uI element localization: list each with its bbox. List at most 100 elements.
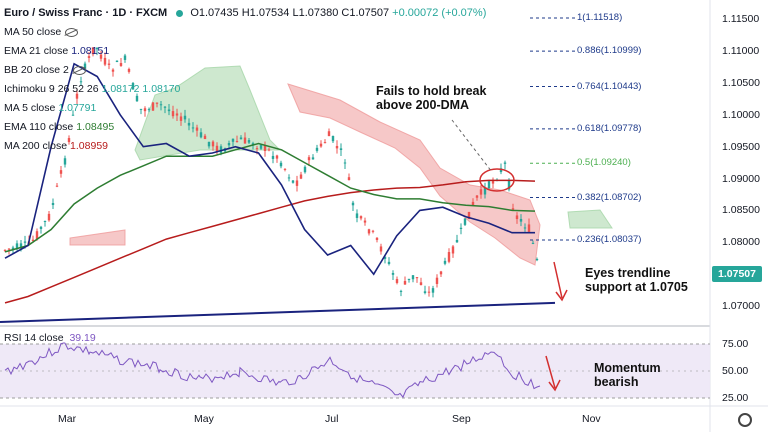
candle-body — [231, 138, 235, 142]
candle-body — [363, 220, 367, 223]
legend-row[interactable]: MA 50 close — [4, 23, 486, 42]
legend-row[interactable]: MA 5 close 1.07791 — [4, 99, 486, 118]
legend: Euro / Swiss Franc · 1D · FXCM O1.07435 … — [4, 4, 486, 156]
candle-body — [387, 261, 391, 264]
candle-body — [347, 177, 351, 181]
candle-body — [415, 277, 419, 279]
candle-body — [319, 143, 323, 147]
price-tick-label: 1.10000 — [722, 108, 760, 121]
rsi-tick-label: 25.00 — [722, 392, 749, 404]
legend-row[interactable]: Ichimoku 9 26 52 26 1.08172 1.08170 — [4, 80, 486, 99]
time-tick-label: Mar — [58, 413, 77, 425]
fib-level-label: 0.618(1.09778) — [577, 122, 642, 134]
candle-body — [535, 259, 539, 261]
hidden-eye-icon[interactable] — [72, 65, 86, 75]
candle-body — [115, 60, 119, 63]
candle-body — [475, 195, 479, 198]
settings-gear-icon[interactable] — [738, 413, 752, 427]
candle-body — [259, 144, 263, 149]
fib-level-label: 0.5(1.09240) — [577, 157, 631, 169]
candle-body — [155, 102, 159, 104]
candle-body — [343, 162, 347, 164]
ohlc-values: O1.07435 H1.07534 L1.07380 C1.07507 — [190, 7, 390, 19]
legend-row[interactable]: MA 200 close 1.08959 — [4, 137, 486, 156]
candle-body — [95, 47, 99, 50]
hidden-eye-icon[interactable] — [65, 27, 79, 37]
annotation-line: support at 1.0705 — [585, 280, 688, 294]
candle-body — [203, 135, 207, 140]
candle-body — [123, 55, 127, 60]
rsi-line — [4, 342, 541, 399]
candle-body — [39, 226, 43, 229]
candle-body — [199, 132, 203, 138]
candle-body — [443, 260, 447, 264]
candle-body — [255, 148, 259, 150]
indicator-label: MA 200 close — [4, 140, 68, 152]
candle-body — [383, 256, 387, 259]
candle-body — [503, 162, 507, 164]
candle-body — [283, 168, 287, 170]
legend-row[interactable]: EMA 110 close 1.08495 — [4, 118, 486, 137]
candle-body — [19, 243, 23, 249]
candle-body — [447, 252, 451, 262]
candle-body — [111, 69, 115, 72]
candle-body — [211, 141, 215, 147]
candle-body — [355, 213, 359, 218]
price-tick-label: 1.09000 — [722, 172, 760, 185]
ichimoku-cloud-red — [69, 229, 126, 246]
symbol-title[interactable]: Euro / Swiss Franc · 1D · FXCM — [4, 7, 168, 19]
candle-body — [459, 227, 463, 230]
rsi-down-arrow — [545, 355, 556, 389]
rsi-tick-label: 50.00 — [722, 365, 749, 377]
candle-body — [279, 162, 283, 167]
annotation-line: Momentum — [594, 361, 661, 375]
candle-body — [207, 141, 211, 147]
candle-body — [427, 291, 431, 293]
time-tick-label: Jul — [325, 413, 339, 425]
candle-body — [335, 145, 339, 149]
candle-body — [187, 122, 191, 126]
rsi-down-arrow-head — [548, 379, 561, 392]
candle-body — [71, 114, 75, 116]
fib-level-label: 0.236(1.08037) — [577, 233, 642, 245]
candle-body — [511, 208, 515, 210]
candle-body — [431, 288, 435, 293]
price-tick-label: 1.07000 — [722, 300, 760, 313]
candle-body — [139, 108, 143, 110]
annotation-line: Fails to hold break — [376, 84, 487, 98]
candle-body — [407, 278, 411, 280]
candle-body — [395, 279, 399, 283]
candle-body — [267, 149, 271, 151]
candle-body — [527, 224, 531, 232]
candle-body — [287, 177, 291, 179]
indicator-label: Ichimoku 9 26 52 26 — [4, 83, 99, 95]
candle-body — [531, 242, 535, 244]
candle-body — [159, 104, 163, 106]
rsi-tick-label: 75.00 — [722, 338, 749, 350]
candle-body — [375, 237, 379, 240]
indicator-value: 1.08172 1.08170 — [101, 83, 181, 95]
candle-body — [99, 54, 103, 59]
legend-row[interactable]: EMA 21 close 1.08151 — [4, 42, 486, 61]
candle-body — [167, 109, 171, 112]
candle-body — [107, 63, 111, 65]
candle-body — [423, 291, 427, 293]
rsi-legend[interactable]: RSI 14 close 39.19 — [4, 332, 96, 344]
break-highlight-circle — [479, 168, 515, 192]
down-arrow — [553, 261, 563, 299]
annotation-line: above 200-DMA — [376, 98, 470, 112]
candle-body — [367, 229, 371, 234]
candle-body — [455, 239, 459, 243]
indicator-label: MA 50 close — [4, 26, 62, 38]
candle-body — [507, 180, 511, 190]
candle-body — [131, 83, 135, 90]
legend-row[interactable]: BB 20 close 2 — [4, 61, 486, 80]
candle-body — [15, 243, 19, 250]
candle-body — [171, 111, 175, 117]
candle-body — [119, 63, 123, 66]
last-price-tag: 1.07507 — [712, 265, 762, 282]
candle-body — [135, 95, 139, 102]
candle-body — [195, 127, 199, 131]
candle-body — [179, 116, 183, 121]
